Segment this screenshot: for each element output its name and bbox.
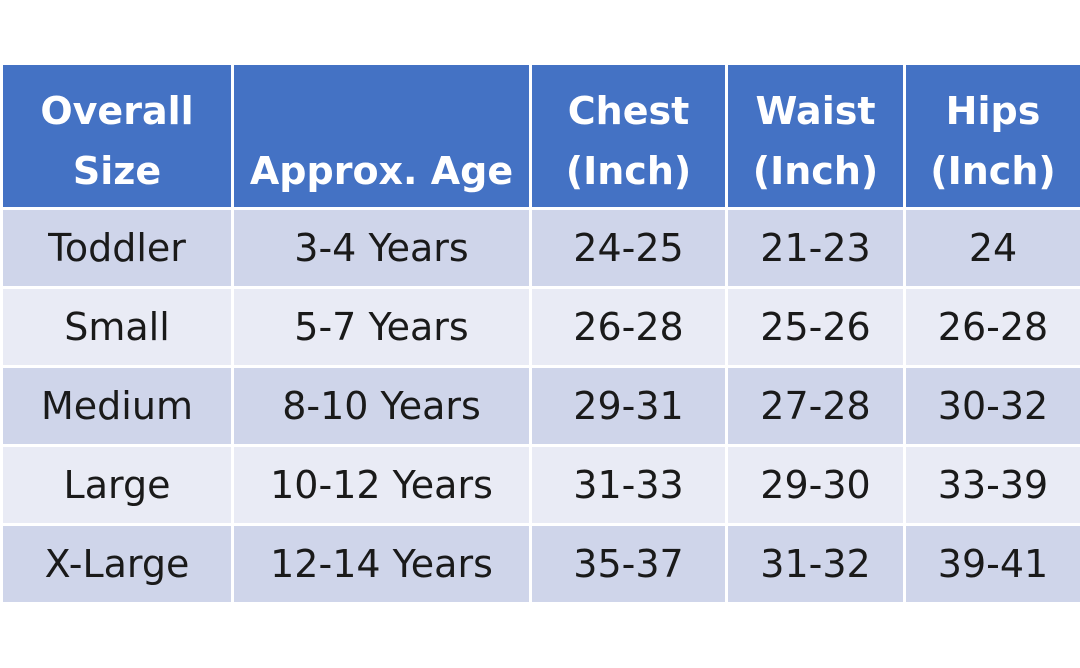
table-row: Medium 8-10 Years 29-31 27-28 30-32 bbox=[0, 365, 1080, 447]
header-text: Overall bbox=[40, 89, 194, 133]
table-cell: 24-25 bbox=[529, 207, 728, 289]
size-table: Overall Size Approx. Age Chest (Inch) Waist (I… bbox=[0, 62, 1080, 605]
table-cell: Toddler bbox=[0, 207, 234, 289]
table-cell: 29-31 bbox=[529, 365, 728, 447]
table-cell: 26-28 bbox=[529, 286, 728, 368]
header-text: Approx. Age bbox=[249, 149, 514, 193]
table-cell: Large bbox=[0, 444, 234, 526]
size-chart: Overall Size Approx. Age Chest (Inch) Waist (I… bbox=[0, 62, 1080, 605]
table-cell: 27-28 bbox=[725, 365, 906, 447]
header-cell: Approx. Age bbox=[231, 62, 532, 210]
header-text: Chest bbox=[567, 89, 690, 133]
table-cell: 29-30 bbox=[725, 444, 906, 526]
table-body: Toddler 3-4 Years 24-25 21-23 24 Small 5-7 Yea… bbox=[0, 207, 1080, 605]
table-cell: 35-37 bbox=[529, 523, 728, 605]
table-cell: 10-12 Years bbox=[231, 444, 532, 526]
table-cell: X-Large bbox=[0, 523, 234, 605]
table-cell: Medium bbox=[0, 365, 234, 447]
table-cell: 25-26 bbox=[725, 286, 906, 368]
table-row: Large 10-12 Years 31-33 29-30 33-39 bbox=[0, 444, 1080, 526]
header-text: Size bbox=[72, 149, 162, 193]
header-text: (Inch) bbox=[565, 149, 692, 193]
table-cell: 3-4 Years bbox=[231, 207, 532, 289]
header-cell: Waist (Inch) bbox=[725, 62, 906, 210]
table-cell: 30-32 bbox=[903, 365, 1080, 447]
table-cell: 5-7 Years bbox=[231, 286, 532, 368]
header-row: Overall Size Approx. Age Chest (Inch) Waist (I… bbox=[0, 62, 1080, 210]
table-cell: 8-10 Years bbox=[231, 365, 532, 447]
table-cell: 33-39 bbox=[903, 444, 1080, 526]
table-cell: 31-32 bbox=[725, 523, 906, 605]
header-text: Hips bbox=[945, 89, 1041, 133]
table-cell: Small bbox=[0, 286, 234, 368]
table-cell: 24 bbox=[903, 207, 1080, 289]
table-cell: 31-33 bbox=[529, 444, 728, 526]
header-cell: Overall Size bbox=[0, 62, 234, 210]
table-cell: 12-14 Years bbox=[231, 523, 532, 605]
table-cell: 39-41 bbox=[903, 523, 1080, 605]
table-cell: 26-28 bbox=[903, 286, 1080, 368]
table-row: Small 5-7 Years 26-28 25-26 26-28 bbox=[0, 286, 1080, 368]
table-row: X-Large 12-14 Years 35-37 31-32 39-41 bbox=[0, 523, 1080, 605]
header-cell: Hips (Inch) bbox=[903, 62, 1080, 210]
header-cell: Chest (Inch) bbox=[529, 62, 728, 210]
table-row: Toddler 3-4 Years 24-25 21-23 24 bbox=[0, 207, 1080, 289]
header-text: Waist bbox=[755, 89, 876, 133]
header-text: (Inch) bbox=[930, 149, 1056, 193]
table-cell: 21-23 bbox=[725, 207, 906, 289]
header-text: (Inch) bbox=[752, 149, 879, 193]
